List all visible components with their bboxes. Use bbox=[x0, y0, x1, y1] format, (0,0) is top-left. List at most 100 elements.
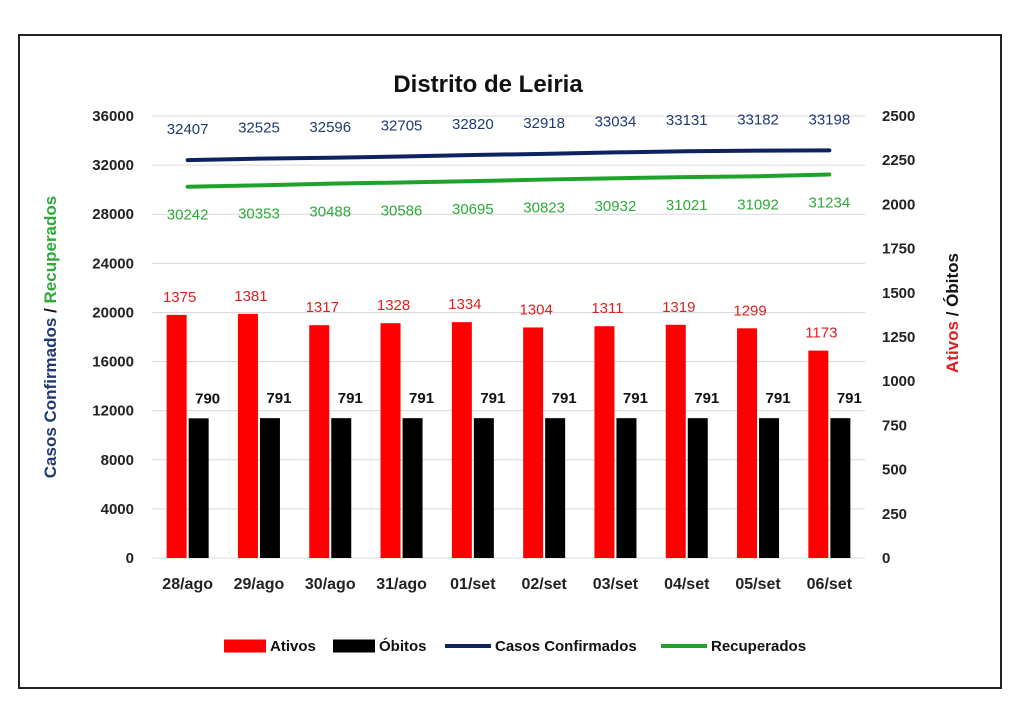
axes: 0400080001200016000200002400028000320003… bbox=[41, 108, 962, 593]
data-label: 1319 bbox=[662, 299, 695, 316]
x-tick-label: 29/ago bbox=[234, 576, 285, 593]
bar-bitos bbox=[331, 418, 352, 558]
left-axis-tick-label: 0 bbox=[126, 550, 134, 567]
data-label: 31234 bbox=[808, 195, 850, 212]
data-label: 30353 bbox=[238, 205, 280, 222]
bar-bitos bbox=[759, 418, 780, 558]
data-label: 30695 bbox=[452, 201, 494, 218]
data-label: 31092 bbox=[737, 196, 779, 213]
data-label: 30823 bbox=[523, 200, 565, 217]
left-axis-tick-label: 24000 bbox=[92, 255, 134, 272]
line-recuperados bbox=[185, 172, 832, 189]
bar-ativos bbox=[380, 323, 401, 558]
right-axis-tick-label: 250 bbox=[882, 506, 907, 523]
left-axis-title: Casos Confirmados / Recuperados bbox=[41, 196, 60, 478]
x-tick-label: 28/ago bbox=[162, 576, 213, 593]
bar-bitos bbox=[402, 418, 423, 558]
bar-bitos bbox=[188, 418, 209, 558]
legend-label: Óbitos bbox=[379, 637, 427, 655]
right-axis-tick-label: 2000 bbox=[882, 196, 915, 213]
data-labels: 1375 1381 1317 1328 1334 1304 1311 1319 1299 1173… bbox=[163, 111, 862, 407]
data-label: 32918 bbox=[523, 115, 565, 132]
legend-label: Recuperados bbox=[711, 638, 806, 655]
left-axis-title-part2: Recuperados bbox=[41, 196, 60, 304]
data-label: 1334 bbox=[448, 296, 481, 313]
data-label: 31021 bbox=[666, 197, 708, 214]
data-label: 791 bbox=[694, 390, 719, 407]
legend-swatch bbox=[445, 644, 491, 648]
left-axis-tick-label: 4000 bbox=[101, 501, 134, 518]
bar-ativos bbox=[237, 313, 258, 558]
bar-ativos bbox=[808, 350, 829, 558]
data-label: 791 bbox=[766, 390, 791, 407]
data-label: 791 bbox=[409, 390, 434, 407]
data-label: 791 bbox=[266, 390, 291, 407]
x-tick-label: 03/set bbox=[593, 576, 639, 593]
data-label: 791 bbox=[623, 390, 648, 407]
right-axis-tick-label: 1000 bbox=[882, 373, 915, 390]
bar-ativos bbox=[451, 322, 472, 558]
right-axis-title-separator: / bbox=[943, 307, 962, 321]
data-label: 33131 bbox=[666, 112, 708, 129]
data-label: 1328 bbox=[377, 297, 410, 314]
legend-swatch bbox=[661, 644, 707, 648]
data-label: 1299 bbox=[733, 302, 766, 319]
data-label: 1173 bbox=[805, 325, 837, 342]
data-label: 1381 bbox=[234, 288, 267, 305]
x-tick-label: 02/set bbox=[521, 576, 567, 593]
legend-swatch bbox=[224, 639, 266, 653]
right-axis-tick-label: 1250 bbox=[882, 329, 915, 346]
right-axis-title: Ativos / Óbitos bbox=[943, 253, 962, 373]
bars bbox=[166, 313, 851, 558]
data-label: 1317 bbox=[306, 299, 339, 316]
bar-ativos bbox=[309, 325, 330, 558]
bar-bitos bbox=[259, 418, 280, 558]
chart-title: Distrito de Leiria bbox=[393, 71, 583, 98]
data-label: 791 bbox=[338, 390, 363, 407]
data-label: 32525 bbox=[238, 120, 280, 137]
data-label: 32705 bbox=[381, 117, 423, 134]
data-label: 30932 bbox=[595, 198, 637, 215]
data-label: 30488 bbox=[309, 204, 351, 221]
x-tick-label: 05/set bbox=[735, 576, 781, 593]
right-axis-tick-label: 0 bbox=[882, 550, 890, 567]
right-axis-tick-label: 500 bbox=[882, 462, 907, 479]
bar-ativos bbox=[523, 327, 544, 558]
x-tick-label: 01/set bbox=[450, 576, 496, 593]
right-axis-tick-label: 2500 bbox=[882, 108, 915, 125]
left-axis-tick-label: 8000 bbox=[101, 452, 134, 469]
data-label: 30586 bbox=[381, 202, 423, 219]
bar-ativos bbox=[737, 328, 758, 558]
data-label: 1375 bbox=[163, 289, 196, 306]
left-axis-tick-label: 28000 bbox=[92, 206, 134, 223]
data-label: 1304 bbox=[519, 301, 552, 318]
data-label: 33198 bbox=[808, 111, 850, 128]
left-axis-title-part1: Casos Confirmados bbox=[41, 318, 60, 479]
x-tick-label: 30/ago bbox=[305, 576, 356, 593]
bar-bitos bbox=[687, 418, 708, 558]
legend-label: Casos Confirmados bbox=[495, 638, 637, 655]
right-axis-title-part2: Óbitos bbox=[943, 253, 962, 307]
right-axis-title-part1: Ativos bbox=[943, 321, 962, 373]
right-axis-tick-label: 1750 bbox=[882, 241, 915, 258]
bar-bitos bbox=[473, 418, 494, 558]
bar-bitos bbox=[616, 418, 637, 558]
left-axis-title-separator: / bbox=[41, 303, 60, 317]
data-label: 1311 bbox=[591, 300, 623, 317]
bar-ativos bbox=[665, 324, 686, 558]
bar-bitos bbox=[830, 418, 851, 558]
bar-ativos bbox=[166, 314, 187, 558]
data-label: 33034 bbox=[595, 113, 637, 130]
data-label: 30242 bbox=[167, 207, 209, 224]
x-tick-label: 31/ago bbox=[376, 576, 427, 593]
bar-bitos bbox=[545, 418, 566, 558]
data-label: 33182 bbox=[737, 112, 779, 129]
series-lines bbox=[185, 148, 832, 189]
data-label: 32407 bbox=[167, 121, 209, 138]
legend-label: Ativos bbox=[270, 638, 316, 655]
right-axis-tick-label: 1500 bbox=[882, 285, 915, 302]
data-label: 791 bbox=[480, 390, 505, 407]
right-axis-tick-label: 750 bbox=[882, 417, 907, 434]
left-axis-tick-label: 16000 bbox=[92, 354, 134, 371]
x-tick-label: 04/set bbox=[664, 576, 710, 593]
